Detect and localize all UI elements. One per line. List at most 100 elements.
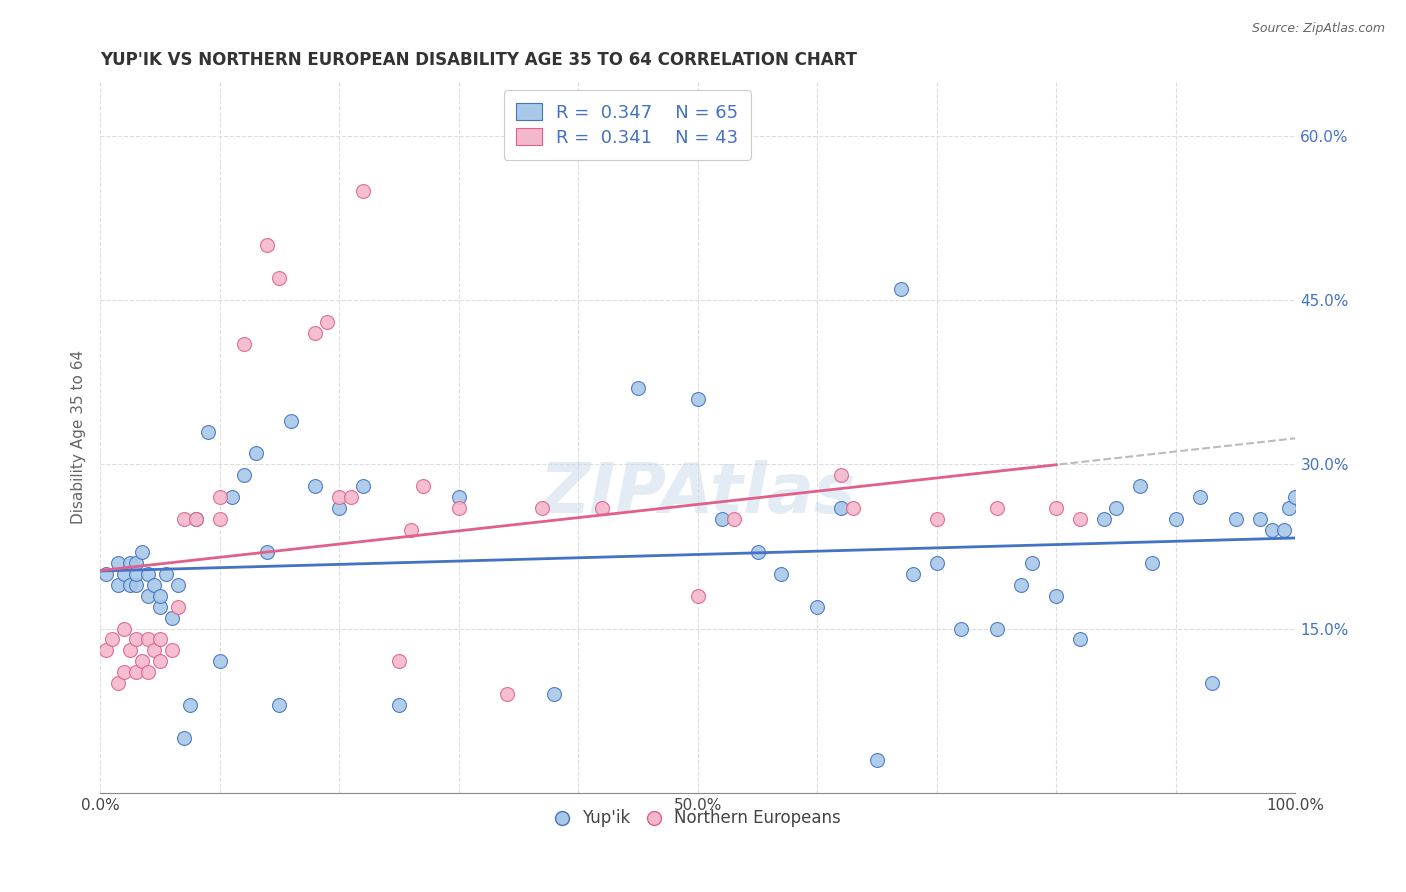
Point	[136, 589, 159, 603]
Point	[1045, 501, 1067, 516]
Point	[328, 490, 350, 504]
Point	[949, 622, 972, 636]
Point	[388, 698, 411, 712]
Point	[901, 566, 924, 581]
Point	[1278, 501, 1301, 516]
Point	[166, 599, 188, 614]
Point	[304, 479, 326, 493]
Point	[179, 698, 201, 712]
Point	[352, 479, 374, 493]
Point	[1225, 512, 1247, 526]
Point	[1105, 501, 1128, 516]
Point	[710, 512, 733, 526]
Point	[1045, 589, 1067, 603]
Point	[101, 632, 124, 647]
Point	[1021, 556, 1043, 570]
Point	[316, 315, 339, 329]
Point	[830, 468, 852, 483]
Point	[136, 632, 159, 647]
Point	[806, 599, 828, 614]
Legend: Yup'ik, Northern Europeans: Yup'ik, Northern Europeans	[548, 803, 846, 834]
Point	[184, 512, 207, 526]
Point	[232, 468, 254, 483]
Point	[842, 501, 865, 516]
Point	[107, 578, 129, 592]
Point	[197, 425, 219, 439]
Point	[136, 566, 159, 581]
Point	[118, 556, 141, 570]
Point	[149, 599, 172, 614]
Point	[388, 654, 411, 668]
Point	[399, 523, 422, 537]
Point	[890, 282, 912, 296]
Point	[112, 622, 135, 636]
Point	[925, 556, 948, 570]
Point	[160, 610, 183, 624]
Point	[1249, 512, 1271, 526]
Point	[142, 643, 165, 657]
Point	[125, 556, 148, 570]
Point	[925, 512, 948, 526]
Point	[232, 337, 254, 351]
Point	[412, 479, 434, 493]
Point	[340, 490, 363, 504]
Point	[1201, 676, 1223, 690]
Point	[155, 566, 177, 581]
Point	[125, 665, 148, 680]
Point	[94, 643, 117, 657]
Point	[830, 501, 852, 516]
Point	[986, 622, 1008, 636]
Point	[256, 238, 278, 252]
Point	[112, 566, 135, 581]
Point	[184, 512, 207, 526]
Point	[280, 414, 302, 428]
Point	[591, 501, 613, 516]
Point	[269, 698, 291, 712]
Point	[1092, 512, 1115, 526]
Text: ZIPAtlas: ZIPAtlas	[540, 460, 856, 527]
Point	[149, 589, 172, 603]
Point	[112, 665, 135, 680]
Text: YUP'IK VS NORTHERN EUROPEAN DISABILITY AGE 35 TO 64 CORRELATION CHART: YUP'IK VS NORTHERN EUROPEAN DISABILITY A…	[100, 51, 858, 69]
Point	[495, 687, 517, 701]
Point	[1129, 479, 1152, 493]
Point	[160, 643, 183, 657]
Point	[627, 381, 650, 395]
Point	[1272, 523, 1295, 537]
Text: Source: ZipAtlas.com: Source: ZipAtlas.com	[1251, 22, 1385, 36]
Point	[1069, 512, 1091, 526]
Point	[149, 632, 172, 647]
Point	[352, 184, 374, 198]
Point	[447, 501, 470, 516]
Point	[208, 490, 231, 504]
Point	[136, 665, 159, 680]
Point	[770, 566, 793, 581]
Point	[245, 446, 267, 460]
Point	[256, 545, 278, 559]
Point	[269, 271, 291, 285]
Point	[208, 654, 231, 668]
Point	[1164, 512, 1187, 526]
Point	[131, 654, 153, 668]
Point	[125, 578, 148, 592]
Point	[531, 501, 554, 516]
Point	[1010, 578, 1032, 592]
Y-axis label: Disability Age 35 to 64: Disability Age 35 to 64	[72, 350, 86, 524]
Point	[94, 566, 117, 581]
Point	[986, 501, 1008, 516]
Point	[107, 556, 129, 570]
Point	[221, 490, 243, 504]
Point	[131, 545, 153, 559]
Point	[1188, 490, 1211, 504]
Point	[142, 578, 165, 592]
Point	[686, 589, 709, 603]
Point	[328, 501, 350, 516]
Point	[543, 687, 565, 701]
Point	[125, 632, 148, 647]
Point	[125, 566, 148, 581]
Point	[149, 654, 172, 668]
Point	[304, 326, 326, 340]
Point	[208, 512, 231, 526]
Point	[1260, 523, 1282, 537]
Point	[118, 643, 141, 657]
